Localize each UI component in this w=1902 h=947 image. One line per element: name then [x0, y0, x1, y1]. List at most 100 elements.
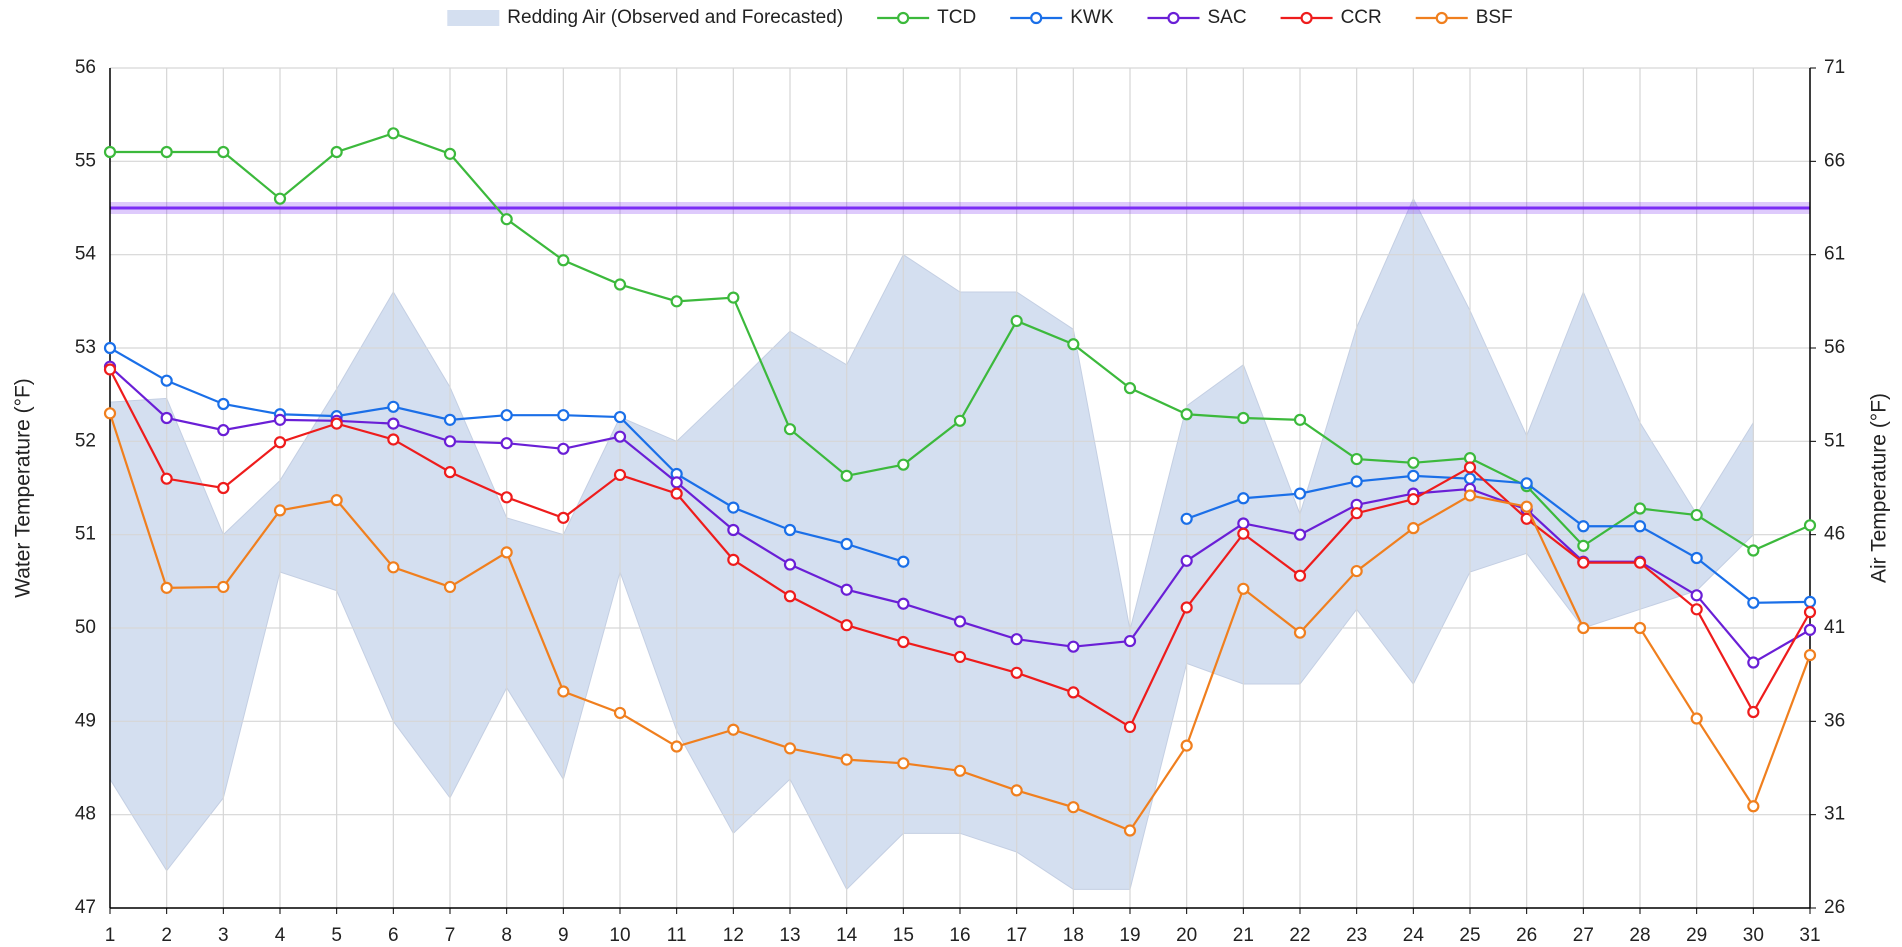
series-marker	[1180, 739, 1193, 752]
series-marker	[217, 424, 230, 437]
legend: Redding Air (Observed and Forecasted) TCD…	[447, 7, 1513, 28]
series-marker	[1803, 519, 1817, 532]
series-marker	[1803, 623, 1817, 636]
series-marker	[1577, 539, 1590, 552]
series-marker	[1293, 626, 1307, 639]
series-marker	[1633, 621, 1647, 635]
series-marker	[387, 417, 400, 430]
series-marker	[953, 650, 967, 664]
series-marker	[1180, 554, 1193, 567]
series-marker	[273, 192, 287, 205]
series-marker	[1633, 520, 1647, 533]
series-marker	[727, 553, 740, 566]
series-marker	[1690, 603, 1703, 616]
series-marker	[1803, 648, 1817, 662]
x-tick-label: 24	[1403, 925, 1425, 946]
y2-tick-label: 51	[1824, 430, 1845, 451]
series-marker	[783, 558, 797, 571]
series-marker	[273, 413, 287, 426]
series-marker	[103, 341, 117, 355]
y-tick-label: 50	[75, 617, 96, 638]
y-tick-label: 48	[75, 804, 96, 825]
y2-tick-label: 46	[1824, 524, 1845, 545]
series-marker	[1577, 621, 1590, 635]
x-tick-label: 22	[1289, 925, 1310, 946]
x-tick-label: 11	[667, 925, 687, 946]
series-marker	[217, 397, 230, 411]
series-marker	[783, 423, 797, 436]
series-marker	[103, 363, 117, 376]
series-marker	[1463, 461, 1477, 474]
series-marker	[103, 407, 117, 420]
series-marker	[670, 476, 683, 489]
x-tick-label: 26	[1516, 925, 1537, 946]
series-marker	[1690, 508, 1703, 522]
x-tick-label: 1	[105, 925, 116, 946]
series-marker	[330, 417, 343, 430]
series-marker	[160, 374, 173, 387]
series-marker	[557, 254, 570, 267]
series-marker	[1690, 551, 1703, 565]
x-tick-label: 7	[445, 925, 456, 946]
series-marker	[1407, 456, 1420, 469]
series-marker	[1010, 784, 1023, 797]
legend-label: BSF	[1476, 7, 1513, 28]
x-tick-label: 27	[1573, 925, 1594, 946]
series-marker	[670, 295, 683, 308]
series-marker	[1010, 666, 1023, 679]
series-marker	[670, 740, 683, 753]
series-marker	[500, 546, 513, 559]
series-marker	[217, 481, 230, 495]
series-marker	[1747, 656, 1760, 669]
series-marker	[1747, 705, 1760, 719]
series-marker	[1067, 640, 1080, 653]
series-marker	[613, 278, 627, 291]
series-marker	[1520, 500, 1533, 513]
series-marker	[897, 597, 910, 610]
series-marker	[1067, 338, 1080, 351]
series-marker	[443, 466, 457, 479]
x-tick-label: 9	[558, 925, 569, 946]
series-marker	[443, 147, 457, 160]
x-tick-label: 30	[1743, 925, 1764, 946]
series-marker	[840, 753, 853, 766]
x-tick-label: 8	[501, 925, 512, 946]
series-marker	[273, 436, 287, 449]
y2-tick-label: 26	[1824, 897, 1845, 918]
x-tick-label: 17	[1006, 925, 1027, 946]
series-marker	[1180, 512, 1193, 525]
series-marker	[1180, 601, 1193, 614]
series-marker	[897, 458, 910, 471]
series-marker	[1237, 582, 1250, 595]
y-tick-label: 54	[75, 244, 97, 265]
series-marker	[500, 491, 513, 504]
legend-marker	[897, 11, 910, 25]
x-tick-label: 23	[1346, 925, 1367, 946]
series-marker	[557, 409, 570, 422]
x-tick-label: 21	[1233, 925, 1254, 946]
series-marker	[953, 764, 967, 777]
series-marker	[840, 537, 853, 551]
series-marker	[613, 706, 627, 720]
legend-marker	[1167, 11, 1180, 25]
y-tick-label: 53	[75, 337, 96, 358]
y-tick-label: 52	[75, 430, 96, 451]
series-marker	[1577, 520, 1590, 533]
series-marker	[1293, 528, 1307, 541]
series-marker	[1350, 475, 1363, 488]
y-tick-label: 51	[75, 524, 96, 545]
y2-tick-label: 56	[1824, 337, 1845, 358]
x-tick-label: 4	[275, 925, 286, 946]
series-marker	[330, 145, 343, 159]
x-tick-label: 13	[779, 925, 800, 946]
series-marker	[557, 511, 570, 524]
series-marker	[443, 580, 457, 594]
series-marker	[727, 501, 740, 514]
legend-marker	[1435, 11, 1448, 25]
series-marker	[613, 430, 627, 443]
series-marker	[557, 442, 570, 455]
series-marker	[727, 291, 740, 304]
series-marker	[840, 583, 853, 596]
series-marker	[443, 435, 457, 448]
